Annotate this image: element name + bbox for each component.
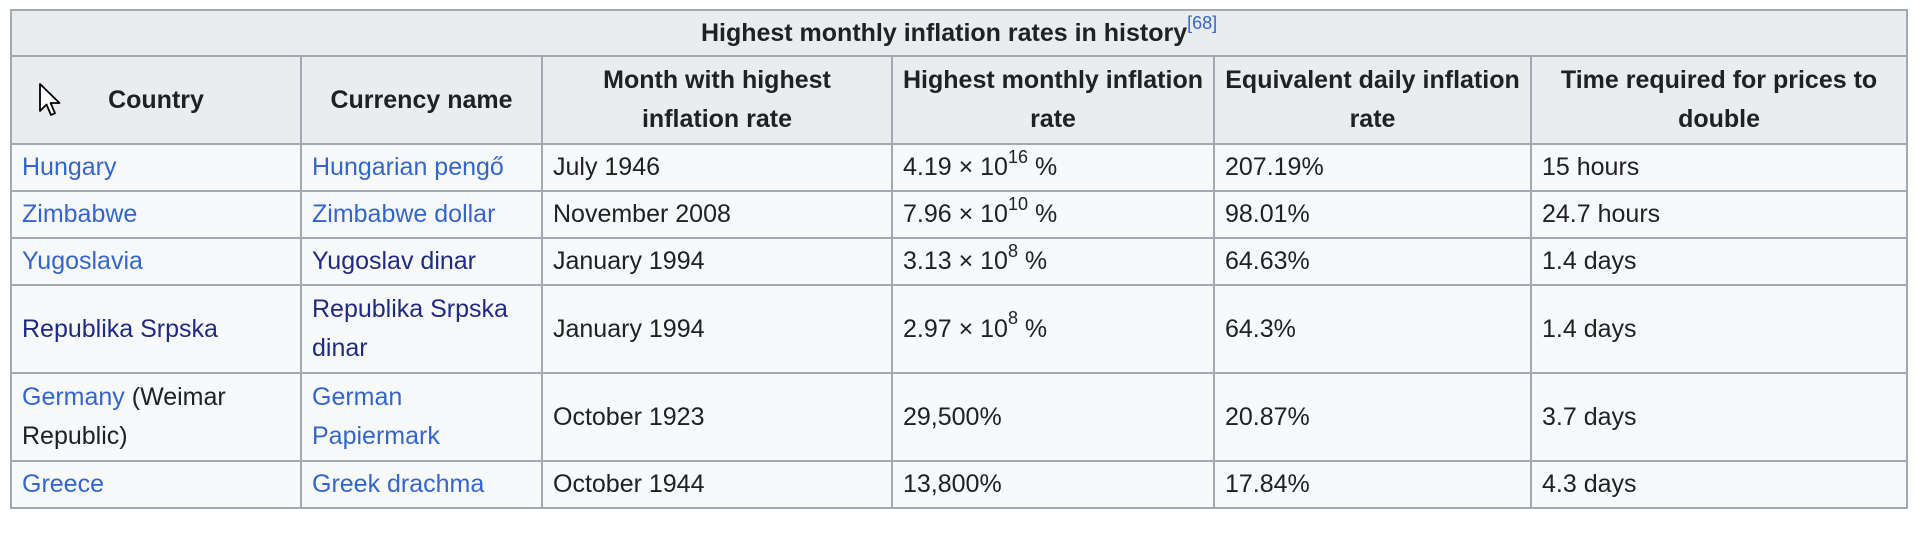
currency-link[interactable]: Zimbabwe dollar [312,200,496,228]
double-time-cell: 1.4 days [1529,237,1909,286]
column-header-currency: Currency name [300,55,543,145]
currency-link[interactable]: German Papiermark [312,383,440,450]
column-header-daily-rate: Equivalent daily inflation rate [1213,55,1532,145]
double-time-cell: 24.7 hours [1529,190,1909,239]
table-row: Zimbabwe Zimbabwe dollar November 2008 7… [10,190,1909,239]
month-cell: January 1994 [541,237,893,286]
month-cell: July 1946 [541,143,893,192]
currency-link[interactable]: Hungarian pengő [312,153,504,181]
currency-link[interactable]: Greek drachma [312,470,485,498]
currency-cell: Republika Srpska dinar [300,284,543,374]
country-link[interactable]: Republika Srpska [22,314,218,343]
column-header-month: Month with highest inflation rate [541,55,893,145]
daily-rate-cell: 207.19% [1213,143,1532,192]
table-caption-row: Highest monthly inflation rates in histo… [9,9,1909,57]
double-time-cell: 4.3 days [1529,460,1909,509]
country-cell: Germany (Weimar Republic) [10,372,302,462]
monthly-rate-cell: 29,500% [891,372,1215,462]
monthly-rate-cell: 3.13 × 108 % [891,237,1215,286]
table-header-row: Country Currency name Month with highest… [10,55,1909,145]
currency-cell: German Papiermark [300,372,543,462]
monthly-rate-cell: 13,800% [891,460,1215,509]
column-header-double-time: Time required for prices to double [1529,55,1909,145]
table-row: Hungary Hungarian pengő July 1946 4.19 ×… [10,143,1909,192]
month-cell: November 2008 [541,190,893,239]
table-row: Greece Greek drachma October 1944 13,800… [10,460,1909,509]
monthly-rate-cell: 4.19 × 1016 % [891,143,1215,192]
daily-rate-cell: 98.01% [1213,190,1532,239]
caption-reference-link[interactable]: [68] [1187,12,1218,33]
mouse-pointer-icon [38,82,62,118]
currency-cell: Greek drachma [300,460,543,509]
double-time-cell: 1.4 days [1529,284,1909,374]
country-link[interactable]: Yugoslavia [22,247,143,275]
country-link[interactable]: Germany [22,383,125,411]
monthly-rate-cell: 2.97 × 108 % [891,284,1215,374]
daily-rate-cell: 64.63% [1213,237,1532,286]
table-row: Republika Srpska Republika Srpska dinar … [10,284,1909,374]
country-cell: Hungary [10,143,302,192]
table-caption-text: Highest monthly inflation rates in histo… [700,19,1188,47]
currency-cell: Hungarian pengő [300,143,543,192]
currency-cell: Zimbabwe dollar [300,190,543,239]
currency-cell: Yugoslav dinar [300,237,543,286]
country-link[interactable]: Greece [22,470,104,498]
table-row: Germany (Weimar Republic) German Papierm… [10,372,1909,462]
country-cell: Zimbabwe [10,190,302,239]
double-time-cell: 15 hours [1529,143,1909,192]
country-suffix-text: (Weimar Republic) [22,383,226,450]
daily-rate-cell: 20.87% [1213,372,1532,462]
country-cell: Yugoslavia [10,237,302,286]
column-header-country: Country [10,55,302,145]
monthly-rate-cell: 7.96 × 1010 % [891,190,1215,239]
country-cell: Republika Srpska [10,284,302,374]
country-link[interactable]: Hungary [22,153,117,181]
double-time-cell: 3.7 days [1529,372,1909,462]
month-cell: January 1994 [541,284,893,374]
currency-link[interactable]: Yugoslav dinar [312,247,477,275]
country-link[interactable]: Zimbabwe [22,200,138,228]
inflation-table: Highest monthly inflation rates in histo… [9,9,1909,509]
month-cell: October 1923 [541,372,893,462]
daily-rate-cell: 17.84% [1213,460,1532,509]
month-cell: October 1944 [541,460,893,509]
daily-rate-cell: 64.3% [1213,284,1532,374]
table-caption: Highest monthly inflation rates in histo… [9,9,1909,57]
currency-link[interactable]: Republika Srpska dinar [312,295,508,362]
table-row: Yugoslavia Yugoslav dinar January 1994 3… [10,237,1909,286]
column-header-monthly-rate: Highest monthly inflation rate [891,55,1215,145]
country-cell: Greece [10,460,302,509]
